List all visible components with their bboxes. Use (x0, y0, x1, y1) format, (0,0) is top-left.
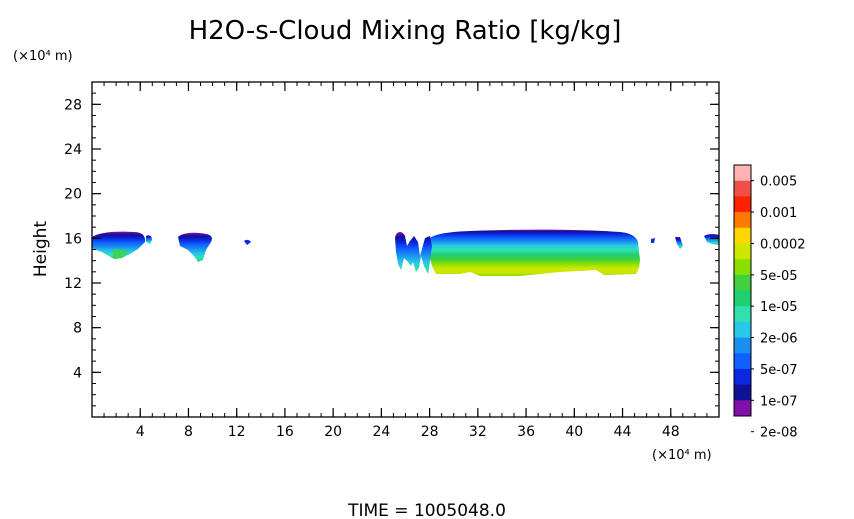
colorbar-label: 1e-07 (760, 394, 798, 409)
colorbar-label: 0.001 (760, 206, 797, 221)
colorbar-label: 2e-08 (760, 426, 798, 441)
colorbar-block (734, 353, 751, 370)
x-tick-label: 40 (565, 424, 583, 440)
colorbar-block (734, 180, 751, 197)
x-tick-label: 28 (421, 424, 439, 440)
colorbar-block (734, 337, 751, 354)
x-tick-label: 12 (228, 424, 246, 440)
colorbar-block (734, 259, 751, 276)
y-tick-label: 16 (64, 231, 82, 247)
colorbar-block (734, 227, 751, 244)
colorbar-block (734, 400, 751, 417)
cloud-region-left-core (112, 248, 128, 259)
cloud-region-left-edge (92, 231, 146, 259)
x-tick-label: 44 (614, 424, 632, 440)
colorbar-block (734, 290, 751, 307)
x-axis-unit: (×10⁴ m) (652, 448, 712, 463)
colorbar-block (734, 306, 751, 323)
colorbar-block (734, 165, 751, 182)
colorbar-block (734, 212, 751, 229)
x-tick-label: 36 (517, 424, 535, 440)
colorbar-label: 2e-06 (760, 332, 798, 347)
colorbar-label: 0.0002 (760, 237, 806, 252)
x-tick-label: 24 (372, 424, 390, 440)
y-tick-label: 28 (64, 97, 82, 113)
colorbar-block (734, 368, 751, 386)
cloud-region-8 (178, 232, 212, 262)
x-tick-label: 32 (469, 424, 487, 440)
x-tick-label: 8 (184, 424, 193, 440)
cloud-region-puff-13 (244, 239, 251, 245)
time-footer: TIME = 1005048.0 (347, 501, 506, 519)
cloud-field (92, 229, 719, 276)
colorbar: 0.005 0.001 0.0002 5e-05 1e-05 2e-06 5e-07 1e-0… (733, 164, 806, 441)
cloud-region-puff-5 (146, 235, 152, 244)
y-axis-label: Height (31, 221, 51, 278)
y-axis-unit: (×10⁴ m) (13, 49, 73, 64)
y-tick-label: 12 (64, 276, 82, 292)
colorbar-label: 5e-07 (760, 363, 798, 378)
y-tick-label: 4 (73, 365, 82, 381)
x-tick-label: 16 (276, 424, 294, 440)
y-tick-label: 20 (64, 187, 82, 203)
colorbar-label: 0.005 (760, 175, 797, 190)
cloud-region-streaks (395, 232, 432, 274)
cloud-region-main (426, 229, 640, 276)
colorbar-block (734, 196, 751, 213)
colorbar-block (734, 274, 751, 291)
x-tick-label: 48 (662, 424, 680, 440)
y-tick-label: 24 (64, 142, 82, 158)
chart-title: H2O-s-Cloud Mixing Ratio [kg/kg] (189, 16, 622, 46)
colorbar-label: 5e-05 (760, 269, 798, 284)
x-tick-label: 4 (136, 424, 145, 440)
colorbar-block (734, 321, 751, 338)
colorbar-labels: 0.005 0.001 0.0002 5e-05 1e-05 2e-06 5e-07 1e-0… (751, 175, 806, 441)
y-tick-label: 8 (73, 321, 82, 337)
colorbar-label: 1e-05 (760, 300, 798, 315)
cloud-region-right-edge (704, 234, 719, 245)
cloud-region-puff-48 (675, 237, 683, 249)
colorbar-frame (733, 164, 752, 417)
cloud-region-puff-46 (651, 238, 655, 243)
x-tick-label: 20 (324, 424, 342, 440)
colorbar-block (734, 243, 751, 260)
colorbar-blocks (734, 165, 751, 417)
colorbar-block (734, 384, 751, 401)
axis-ticks (92, 82, 719, 417)
